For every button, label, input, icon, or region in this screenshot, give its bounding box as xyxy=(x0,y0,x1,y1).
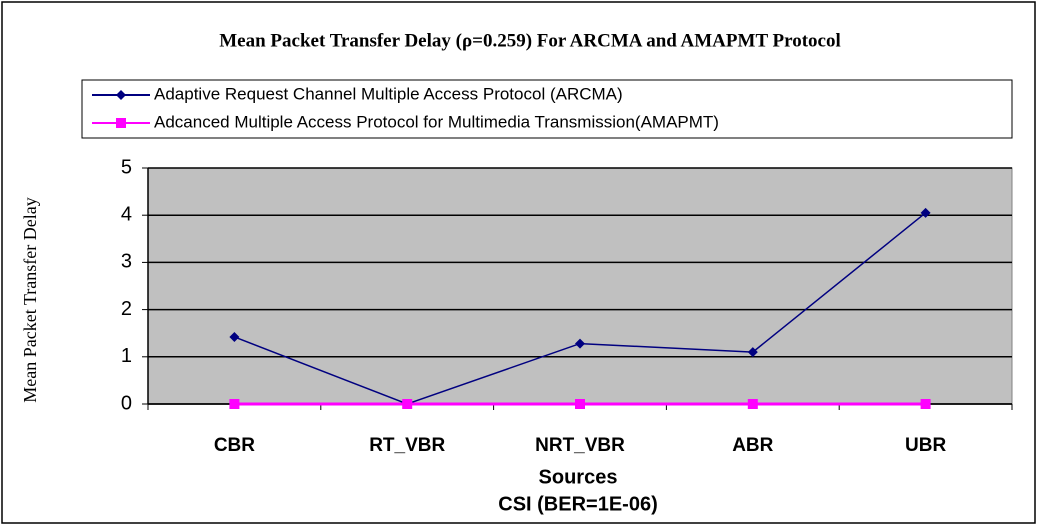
chart-title: Mean Packet Transfer Delay (ρ=0.259) For… xyxy=(219,30,841,51)
legend-marker xyxy=(116,90,126,100)
x-tick-label: ABR xyxy=(732,435,773,456)
point xyxy=(402,399,413,409)
point xyxy=(229,331,240,342)
legend-label: Adaptive Request Channel Multiple Access… xyxy=(154,84,623,103)
legend-label: Adcanced Multiple Access Protocol for Mu… xyxy=(154,112,719,131)
point xyxy=(575,399,585,409)
legend-marker xyxy=(116,118,126,128)
y-tick-label: 2 xyxy=(121,298,132,320)
point xyxy=(229,399,240,409)
x-tick-label: UBR xyxy=(905,435,946,456)
x-tick-label: RT_VBR xyxy=(369,435,445,456)
point xyxy=(575,338,585,349)
x-axis-label: Sources xyxy=(539,466,618,488)
point xyxy=(920,399,931,409)
y-tick-label: 4 xyxy=(121,203,132,225)
y-axis-label: Mean Packet Transfer Delay xyxy=(20,197,40,402)
y-tick-label: 0 xyxy=(121,392,132,414)
x-tick-label: CBR xyxy=(214,435,255,456)
y-tick-label: 1 xyxy=(121,345,132,367)
point xyxy=(747,347,758,358)
point xyxy=(920,207,931,218)
point xyxy=(747,399,758,409)
x-tick-label: NRT_VBR xyxy=(535,435,625,456)
subtitle: CSI (BER=1E-06) xyxy=(498,493,658,515)
legend-box xyxy=(81,79,1013,139)
plot-area xyxy=(147,167,1013,405)
y-tick-label: 3 xyxy=(121,251,132,273)
y-tick-label: 5 xyxy=(121,156,132,178)
